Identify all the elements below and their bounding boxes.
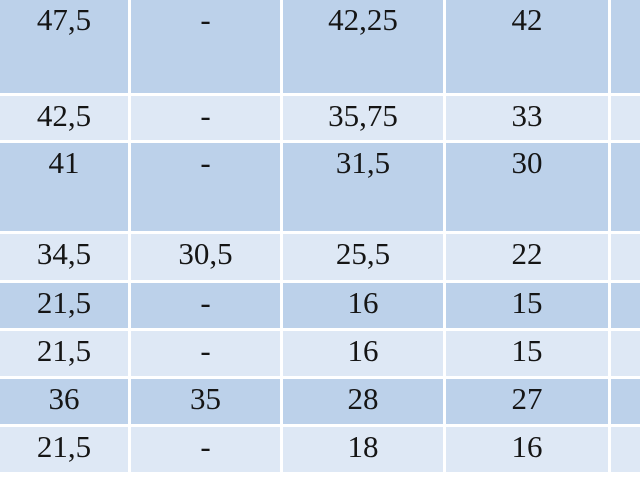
table-cell: 30,5 [131, 234, 280, 280]
table-cell: 16 [283, 331, 443, 376]
table-cell: 16 [283, 283, 443, 328]
table-cell: - [131, 96, 280, 140]
table-cell: 30 [446, 143, 608, 231]
table-cell: 35 [131, 379, 280, 424]
table-cell: 21,5 [0, 427, 128, 472]
table-cell: 42 [446, 0, 608, 93]
table-cell [611, 427, 640, 472]
table-cell: - [131, 0, 280, 93]
table-cell: 21,5 [0, 331, 128, 376]
table-cell: 47,5 [0, 0, 128, 93]
table-cell: 21,5 [0, 283, 128, 328]
table-cell [611, 96, 640, 140]
table-cell: 16 [446, 427, 608, 472]
table-cell: 28 [283, 379, 443, 424]
table-cell [611, 331, 640, 376]
table-cell: - [131, 331, 280, 376]
table-cell: 41 [0, 143, 128, 231]
table-cell [611, 0, 640, 93]
table-cell [611, 379, 640, 424]
table-cell: 31,5 [283, 143, 443, 231]
table-cell: 15 [446, 283, 608, 328]
table-cell [611, 143, 640, 231]
table-cell: 35,75 [283, 96, 443, 140]
table-cell: 15 [446, 331, 608, 376]
table-cell: 18 [283, 427, 443, 472]
table-cell: 42,25 [283, 0, 443, 93]
table-cell: 42,5 [0, 96, 128, 140]
table-cell: - [131, 283, 280, 328]
table-cell [611, 283, 640, 328]
table-cell [611, 234, 640, 280]
table-cell: - [131, 427, 280, 472]
table-cell: 34,5 [0, 234, 128, 280]
table-cell: 25,5 [283, 234, 443, 280]
table-cell: 36 [0, 379, 128, 424]
table-cell: 33 [446, 96, 608, 140]
table-cell: 27 [446, 379, 608, 424]
table-cell: 22 [446, 234, 608, 280]
table-cell: - [131, 143, 280, 231]
